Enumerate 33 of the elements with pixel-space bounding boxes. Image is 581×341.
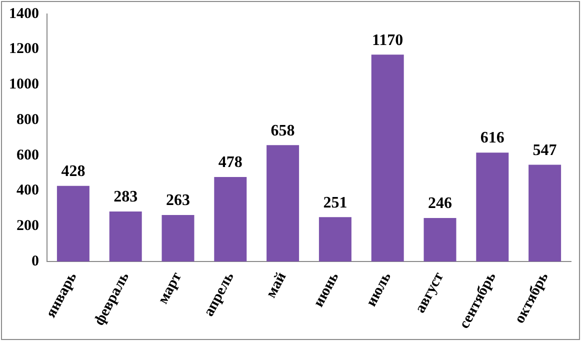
data-label: 478 <box>218 154 242 172</box>
y-tick-label: 400 <box>16 182 39 199</box>
x-tick-label: март <box>155 269 186 307</box>
y-tick-label: 0 <box>32 253 39 270</box>
bar <box>476 152 509 262</box>
x-tick-label: май <box>263 270 290 301</box>
bar <box>214 177 247 262</box>
bar <box>56 186 90 262</box>
bar <box>109 211 142 262</box>
bar <box>528 164 562 262</box>
data-label: 246 <box>428 195 452 212</box>
y-tick-label: 600 <box>16 147 39 164</box>
bar <box>318 217 352 262</box>
x-tick-label: август <box>412 269 448 316</box>
x-tick-label: июнь <box>310 270 342 310</box>
data-label: 658 <box>270 122 295 140</box>
bar <box>424 218 456 262</box>
x-tick-label: июль <box>364 270 395 310</box>
y-tick-label: 800 <box>16 112 39 128</box>
data-label: 283 <box>114 188 138 206</box>
bar <box>162 215 194 262</box>
data-label: 263 <box>166 192 190 210</box>
y-tick-label: 200 <box>16 218 39 234</box>
data-label: 616 <box>480 130 504 147</box>
data-label: 251 <box>323 194 348 212</box>
data-label: 547 <box>532 142 557 159</box>
bar <box>266 145 300 262</box>
data-label: 428 <box>61 162 86 180</box>
y-tick-label: 1000 <box>9 76 39 93</box>
y-tick-label: 1200 <box>9 41 39 58</box>
y-tick-label: 1400 <box>9 6 39 22</box>
data-label: 1170 <box>372 32 404 49</box>
bar <box>371 54 404 262</box>
